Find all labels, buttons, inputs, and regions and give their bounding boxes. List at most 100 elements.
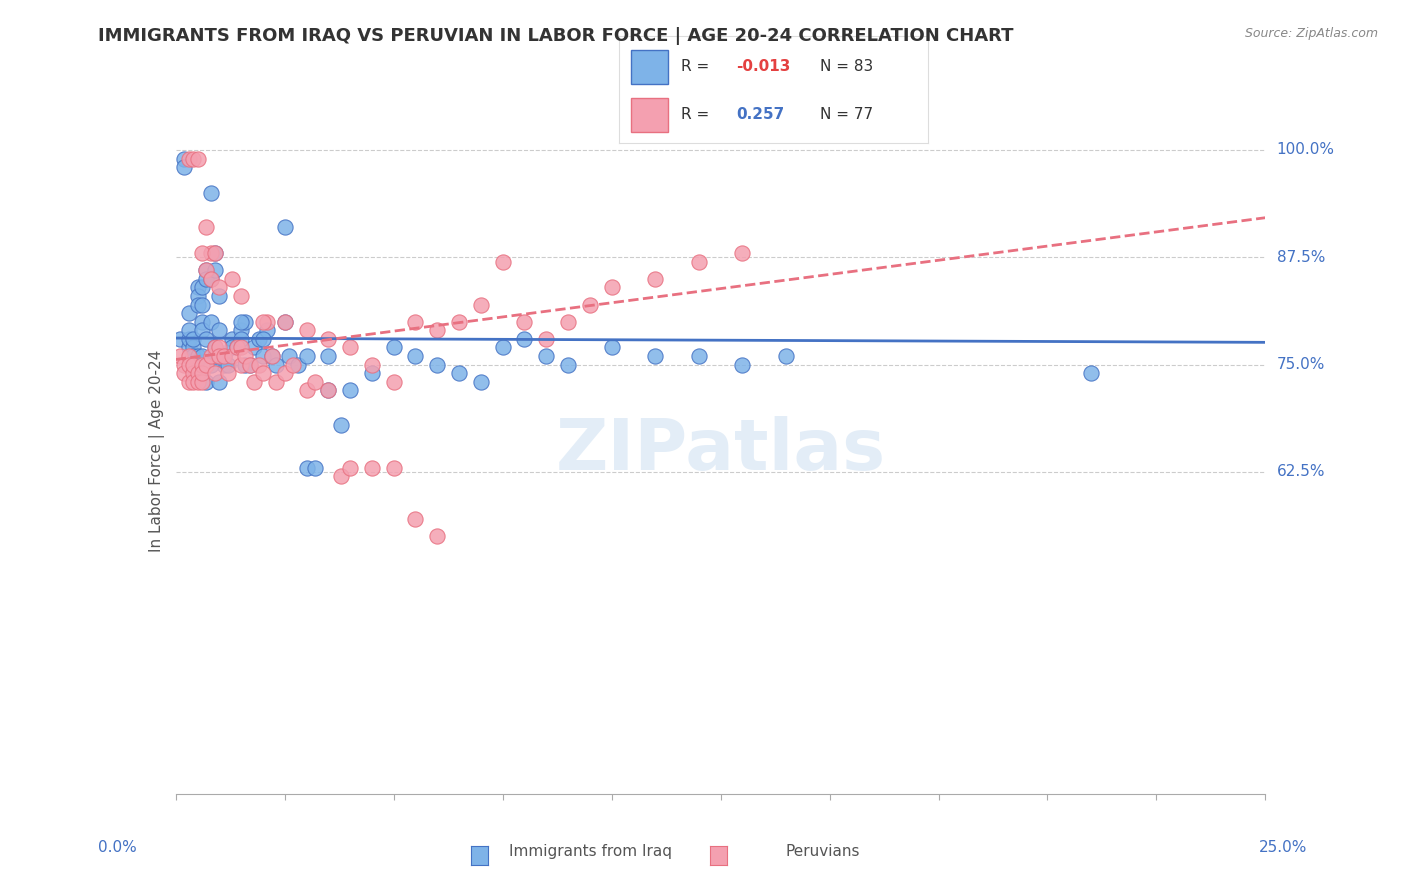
Point [191, 366, 214, 380]
Point [513, 315, 536, 329]
Point [295, 460, 318, 475]
Point [173, 152, 195, 166]
Text: N = 77: N = 77 [820, 107, 873, 122]
Point [181, 366, 204, 380]
Point [177, 340, 200, 354]
Point [274, 315, 297, 329]
Point [339, 340, 361, 354]
Point [225, 340, 247, 354]
Point [252, 349, 274, 363]
Point [304, 375, 326, 389]
Point [177, 349, 200, 363]
Point [191, 323, 214, 337]
Point [252, 332, 274, 346]
Point [405, 512, 427, 526]
Point [557, 358, 579, 372]
Point [221, 332, 243, 346]
Point [775, 349, 797, 363]
Point [191, 349, 214, 363]
Point [688, 254, 710, 268]
Point [382, 375, 405, 389]
Point [200, 271, 222, 285]
Point [186, 358, 209, 372]
Point [204, 349, 226, 363]
Point [447, 315, 470, 329]
Point [181, 152, 204, 166]
Point [470, 297, 492, 311]
Point [534, 349, 557, 363]
Point [235, 349, 257, 363]
Point [264, 358, 287, 372]
Point [287, 358, 309, 372]
Point [600, 340, 623, 354]
Point [200, 186, 222, 200]
Point [204, 246, 226, 260]
Point [221, 271, 243, 285]
Point [208, 289, 231, 303]
Point [186, 297, 209, 311]
Point [330, 417, 353, 432]
Point [256, 323, 278, 337]
Point [231, 332, 253, 346]
Point [426, 323, 449, 337]
Point [212, 349, 235, 363]
Point [243, 375, 266, 389]
Point [200, 246, 222, 260]
Point [217, 366, 239, 380]
Point [304, 460, 326, 475]
Text: 25.0%: 25.0% [1260, 840, 1308, 855]
Point [204, 263, 226, 277]
Point [231, 323, 253, 337]
Point [191, 375, 214, 389]
Point [231, 315, 253, 329]
Point [243, 340, 266, 354]
Point [339, 460, 361, 475]
Point [330, 469, 353, 483]
Point [191, 246, 214, 260]
Point [513, 332, 536, 346]
Point [231, 289, 253, 303]
FancyBboxPatch shape [631, 50, 668, 84]
Point [217, 358, 239, 372]
Point [208, 349, 231, 363]
Text: -0.013: -0.013 [737, 59, 790, 74]
Point [200, 315, 222, 329]
Point [208, 340, 231, 354]
Point [204, 340, 226, 354]
Point [221, 340, 243, 354]
Point [731, 246, 754, 260]
Point [231, 358, 253, 372]
Text: 75.0%: 75.0% [1277, 357, 1324, 372]
Point [731, 358, 754, 372]
Point [318, 349, 340, 363]
Point [264, 375, 287, 389]
Point [173, 160, 195, 174]
Point [169, 332, 191, 346]
Point [173, 358, 195, 372]
Point [600, 280, 623, 294]
Point [382, 460, 405, 475]
Point [318, 384, 340, 398]
Point [200, 358, 222, 372]
Text: 62.5%: 62.5% [1277, 465, 1324, 479]
Text: N = 83: N = 83 [820, 59, 873, 74]
Point [644, 271, 666, 285]
Point [470, 375, 492, 389]
Point [405, 315, 427, 329]
Point [208, 375, 231, 389]
Point [339, 384, 361, 398]
Point [426, 529, 449, 543]
Point [195, 358, 218, 372]
Point [204, 366, 226, 380]
Point [181, 349, 204, 363]
Point [318, 332, 340, 346]
Point [252, 315, 274, 329]
Point [186, 152, 209, 166]
Point [195, 375, 218, 389]
Point [181, 349, 204, 363]
Point [447, 366, 470, 380]
Point [360, 358, 382, 372]
Text: Peruvians: Peruvians [786, 845, 859, 859]
Point [212, 349, 235, 363]
Point [534, 332, 557, 346]
